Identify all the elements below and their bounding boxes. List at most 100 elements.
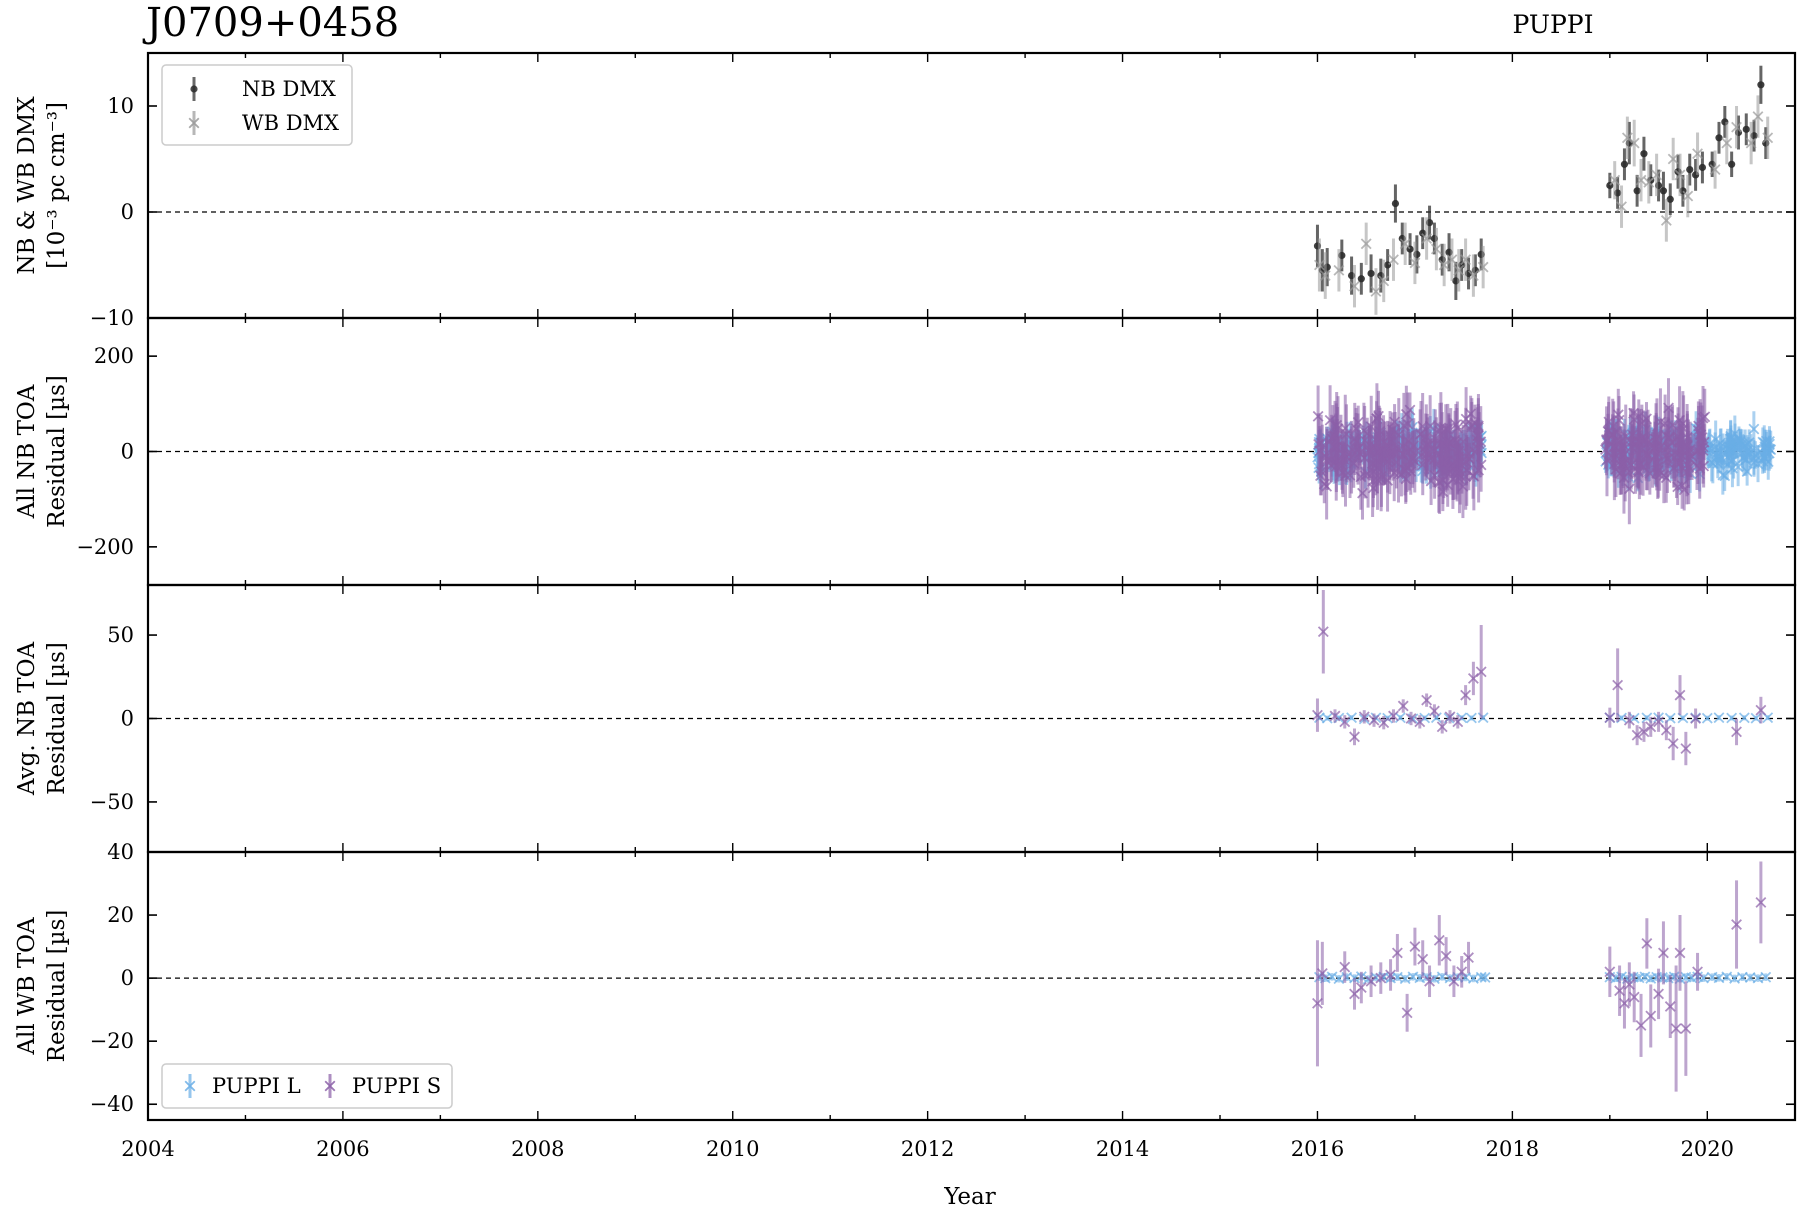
data-point (1466, 421, 1478, 433)
data-point (1674, 689, 1686, 701)
data-point (1612, 679, 1624, 691)
data-point (1391, 947, 1403, 959)
data-point (1721, 137, 1733, 149)
x-tick-label: 2006 (316, 1137, 369, 1161)
data-point (1365, 975, 1377, 987)
data-point (1333, 264, 1345, 276)
legend-label: PUPPI L (212, 1074, 301, 1098)
data-point (1388, 710, 1399, 722)
data-point (1628, 407, 1639, 419)
data-point (1698, 163, 1707, 172)
plot-area (1312, 590, 1774, 766)
data-point (1425, 475, 1437, 487)
data-point (1663, 433, 1675, 444)
data-point (1378, 275, 1390, 287)
y-axis-label: Residual [µs] (44, 642, 70, 795)
data-point (1365, 421, 1377, 433)
data-point (1617, 456, 1629, 468)
y-axis-label: [10⁻³ pc cm⁻³] (44, 102, 70, 269)
data-point (1731, 919, 1742, 930)
data-point (1731, 121, 1742, 133)
x-tick-label: 2008 (511, 1137, 564, 1161)
data-point (1709, 164, 1721, 176)
data-point (1748, 423, 1760, 435)
data-point (1626, 450, 1638, 462)
data-point (1319, 270, 1331, 282)
series-puppi-s (1312, 378, 1711, 525)
data-point (1760, 971, 1772, 983)
data-point (1723, 444, 1735, 456)
data-point (1682, 190, 1694, 202)
data-point (1472, 443, 1484, 455)
data-point (1419, 229, 1427, 237)
data-point (1394, 712, 1406, 724)
data-point (1367, 269, 1375, 278)
plot-area (1312, 861, 1772, 1092)
y-axis-label: NB & WB DMX (14, 96, 40, 275)
data-point (1713, 712, 1725, 724)
data-point (1451, 466, 1463, 478)
data-point (1726, 712, 1738, 724)
data-point (1378, 436, 1390, 448)
data-point (1437, 486, 1449, 498)
data-point (1604, 712, 1616, 724)
y-tick-label: −50 (90, 790, 134, 814)
data-point (1388, 254, 1399, 266)
data-point (1312, 997, 1323, 1009)
data-point (1731, 726, 1742, 738)
data-point (1620, 160, 1629, 168)
data-point (1663, 402, 1674, 414)
y-tick-label: 10 (107, 94, 134, 118)
data-point (1339, 961, 1351, 973)
data-point (1701, 712, 1713, 724)
data-point (1360, 238, 1372, 250)
data-point (1370, 286, 1382, 297)
panel-avg-nb-toa: −50 0 50 Avg. NB TOA Residual [µs] (14, 583, 1797, 854)
data-point (1638, 726, 1650, 738)
data-point (1657, 947, 1669, 959)
data-point (1460, 254, 1472, 266)
y-tick-label: −40 (90, 1092, 134, 1116)
x-tick-label: 2012 (901, 1137, 954, 1161)
data-point (1346, 712, 1358, 724)
data-point (1321, 712, 1333, 724)
data-point (1324, 414, 1336, 426)
x-tick-label: 2020 (1681, 1137, 1734, 1161)
data-point (1312, 709, 1323, 721)
legend: NB DMX WB DMX (161, 64, 353, 146)
data-point (1601, 454, 1613, 466)
panel-frame (146, 850, 1797, 1122)
legend: PUPPI L PUPPI S (161, 1063, 453, 1109)
legend-label: WB DMX (242, 111, 339, 135)
y-tick-label: 0 (121, 966, 134, 990)
data-point (1715, 441, 1727, 453)
data-point (1623, 978, 1635, 990)
data-point (1428, 705, 1440, 717)
panel-all-wb-toa: −40 −20 0 20 40 All WB TOA Residual [µs] PUPPI … (14, 840, 1797, 1122)
data-point (1758, 437, 1770, 449)
data-point (1689, 445, 1701, 457)
data-point (1405, 713, 1417, 724)
panel-frame (146, 51, 1797, 320)
data-point (1667, 738, 1679, 749)
data-point (1674, 947, 1686, 959)
data-point (1388, 444, 1400, 456)
data-point (1614, 985, 1626, 997)
x-axis: 2004 2006 2008 2010 2012 2014 2016 2018 2020 (121, 1137, 1734, 1161)
data-point (1417, 953, 1429, 965)
data-point (1755, 897, 1767, 908)
data-point (1680, 743, 1692, 754)
data-point (1391, 199, 1400, 208)
series-wb-dmx (1313, 95, 1774, 315)
data-point (1631, 729, 1643, 741)
legend-label: NB DMX (242, 77, 336, 101)
data-point (1659, 187, 1668, 195)
data-point (1660, 215, 1672, 226)
x-tick-label: 2014 (1096, 1137, 1149, 1161)
data-point (1368, 714, 1380, 726)
data-point (1651, 169, 1663, 181)
data-point (1734, 434, 1746, 446)
data-point (1666, 195, 1674, 203)
data-point (1453, 264, 1465, 276)
data-point (1755, 704, 1767, 716)
